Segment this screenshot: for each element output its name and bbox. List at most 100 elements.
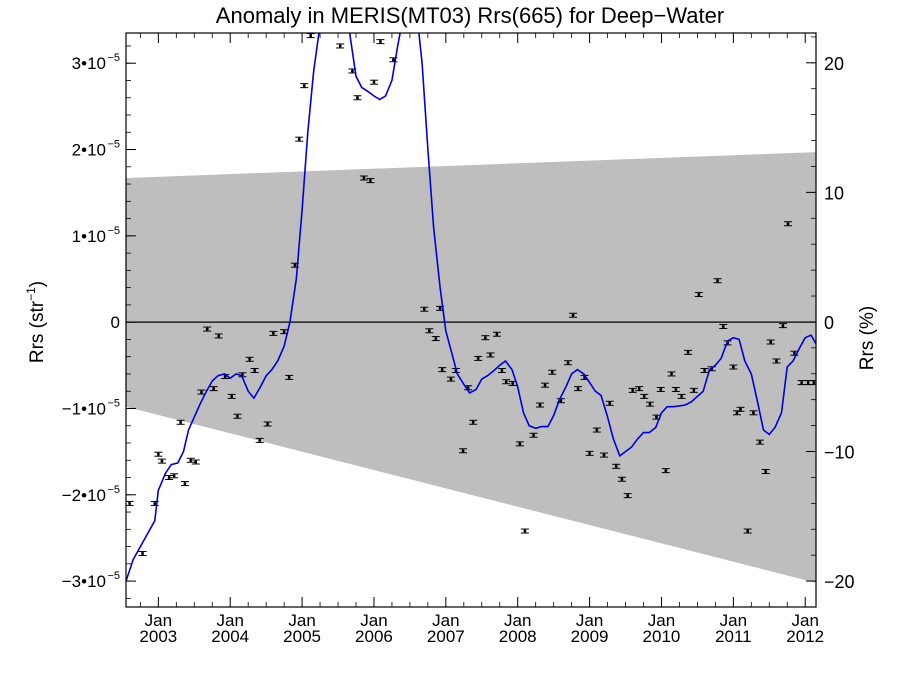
data-point-marker [664,469,668,472]
data-point [245,356,254,362]
data-point-marker [392,58,395,62]
data-point-marker [504,380,508,384]
data-point-marker [302,84,306,87]
data-point [269,330,278,336]
data-point-marker [812,381,816,384]
data-point-marker [703,369,706,372]
data-point [438,367,447,373]
data-point [306,33,315,39]
data-point [502,379,511,385]
data-point-marker [800,381,803,384]
data-point [755,439,764,445]
data-point-marker [659,388,663,391]
y-tick-label-mantissa: −1•10 [62,399,106,418]
data-point [138,550,147,556]
data-point-marker [697,293,701,296]
data-point-marker [588,452,591,455]
y-tick-label-mantissa: 1•10 [72,227,106,246]
data-point [645,401,654,407]
data-point-marker [338,44,342,48]
data-point [574,386,583,392]
data-point-marker [543,383,547,387]
data-point [667,371,676,377]
data-point [732,410,741,416]
data-point [635,386,644,392]
y-tick-label-right: 10 [824,183,844,203]
data-point [729,364,738,370]
data-point-marker [189,458,192,462]
x-tick-label-month: Jan [288,611,315,630]
data-point-marker [476,357,480,360]
x-tick-label-year: 2005 [283,627,321,646]
data-point [214,333,223,339]
data-point-marker [372,80,376,84]
data-point-marker [674,388,678,391]
x-tick-label-year: 2012 [786,627,824,646]
y-axis-label-left-sup: −1 [24,287,38,301]
data-point-marker [438,307,442,310]
data-point-marker [769,340,773,344]
data-point [263,421,272,427]
data-point-marker [466,386,470,390]
data-point [671,386,680,392]
data-point [585,450,594,456]
data-point [481,335,490,341]
data-point [203,326,212,332]
y-tick-label-right: 20 [824,54,844,74]
x-tick-label-year: 2008 [499,627,537,646]
y-tick-label-left: −3•10 [62,572,106,591]
data-point [186,457,195,463]
data-point-marker [559,399,563,403]
data-point-marker [266,422,269,426]
y-tick-label-mantissa: 2•10 [72,141,106,160]
data-point [719,323,728,329]
data-point-marker [440,368,444,371]
data-point-marker [205,327,209,331]
data-point-marker [297,137,301,141]
data-point [736,406,745,412]
data-point-marker [602,453,606,457]
y-tick-label-right: 0 [824,313,834,333]
data-point [766,339,775,345]
y-tick-label-exponent: −5 [107,225,120,237]
data-point [459,448,468,454]
data-point-marker [282,330,286,333]
data-point [809,380,816,386]
data-point-marker [309,34,313,37]
data-point [300,83,309,89]
data-point-marker [608,401,612,405]
y-axis-label-left-close: ) [27,281,48,287]
data-point-marker [236,414,239,418]
y-tick-label-mantissa: −2•10 [62,486,106,505]
y-tick-label-left: 3•10 [72,54,106,73]
data-point-marker [571,313,575,317]
data-point-marker [179,420,182,424]
data-point [743,528,752,534]
data-point-marker [692,389,696,392]
data-point [295,136,304,142]
data-point-marker [614,465,618,468]
x-tick-label-year: 2004 [211,627,249,646]
data-point-marker [379,40,382,43]
plot-area [126,33,816,583]
data-point [176,419,185,425]
data-point [255,437,264,443]
axes: 3•10 −52•10 −51•10 −50−1•10 −5−2•10 −5−3•10 −5… [62,32,855,646]
data-point-marker [775,359,778,363]
data-point-marker [157,452,160,456]
chart-title: Anomaly in MERIS(MT03) Rrs(665) for Deep… [216,3,724,28]
data-point-marker [746,529,750,533]
data-point-marker [461,449,465,453]
data-point-marker [523,529,527,533]
y-tick-label-exponent: −5 [107,52,120,64]
data-point-marker [194,460,198,464]
y-tick-label-mantissa: 3•10 [72,54,106,73]
data-point-marker [620,477,624,481]
data-point-marker [637,387,641,390]
data-point [640,393,649,399]
x-tick-label-year: 2011 [715,627,752,646]
data-point [529,432,538,438]
data-point [227,393,236,399]
